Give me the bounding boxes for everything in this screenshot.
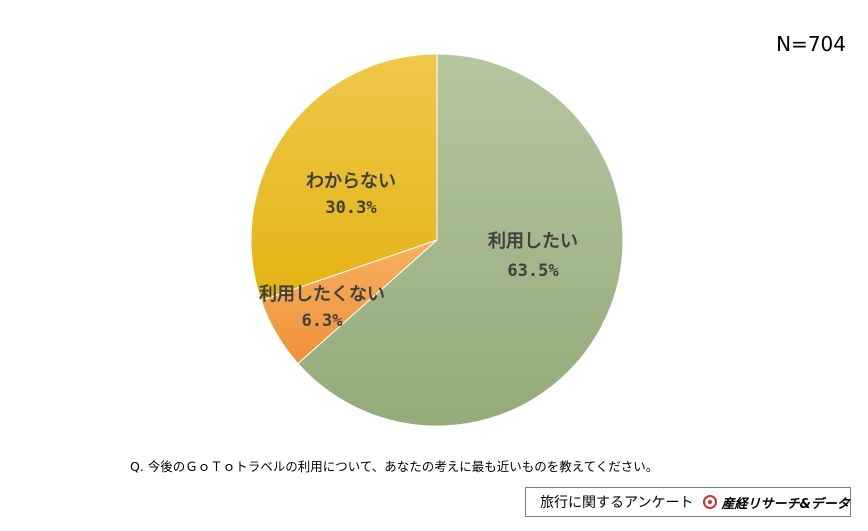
slice-unknown-label: わからない — [306, 171, 396, 192]
slice-not-use-label: 利用したくない — [259, 283, 385, 305]
slice-not-use-value: 6.3% — [302, 311, 344, 331]
slice-use-label: 利用したい — [488, 230, 578, 252]
pie-slices — [250, 53, 624, 427]
pie-labels: 利用したい 63.5% 利用したくない 6.3% わからない 30.3% — [259, 171, 578, 331]
slice-use — [297, 53, 624, 427]
footer-credit: 旅行に関するアンケート 産経リサーチ&データ — [525, 487, 851, 517]
slice-use-value: 63.5% — [507, 261, 559, 281]
survey-question: Q. 今後のＧｏＴｏトラベルの利用について、あなたの考えに最も近いものを教えてく… — [130, 459, 659, 474]
sample-size-label: N=704 — [776, 32, 846, 56]
slice-unknown-value: 30.3% — [325, 198, 377, 218]
brand-mark-icon — [703, 495, 718, 509]
slice-unknown — [250, 53, 438, 302]
brand-name: 産経リサーチ&データ — [721, 496, 850, 512]
brand-logo: 産経リサーチ&データ — [703, 493, 850, 512]
survey-name: 旅行に関するアンケート — [540, 495, 694, 511]
